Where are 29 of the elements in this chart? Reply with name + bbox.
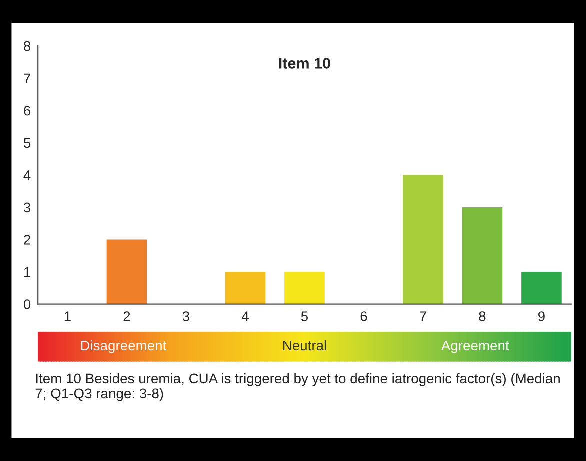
y-tick-label: 1 [24,267,30,278]
text: Disagreement [81,340,167,354]
x-tick-label: 1 [64,312,71,322]
y-tick-label: 5 [24,138,31,148]
text: Item 10 Besides uremia, CUA is triggered by yet to define iatrogenic factor(s) (Median 7; Q1-Q3 range: 3-8) [36,373,560,402]
x-tick-label: 6 [360,312,368,322]
x-tick-label: 5 [301,312,308,322]
bar [106,240,148,304]
bar [462,207,503,304]
bar [403,175,444,304]
y-tick-label: 4 [24,170,31,180]
y-tick-label: 0 [24,300,31,310]
x-tick-label: 7 [420,312,426,322]
y-tick-label: 6 [24,106,31,116]
y-tick-label: 8 [24,41,31,52]
x-tick-label: 4 [242,312,249,322]
text: Agreement [441,340,510,354]
bar [225,272,266,304]
x-tick-label: 2 [124,312,130,322]
bar [522,272,562,304]
y-tick-label: 2 [24,235,30,245]
y-tick-label: 7 [24,74,30,84]
x-tick-label: 8 [479,312,486,322]
text: Neutral [283,340,326,351]
bar [284,272,325,304]
y-tick-label: 3 [24,202,31,213]
text: Item 10 [279,58,330,69]
x-tick-label: 9 [538,312,545,322]
x-tick-label: 3 [182,312,190,322]
